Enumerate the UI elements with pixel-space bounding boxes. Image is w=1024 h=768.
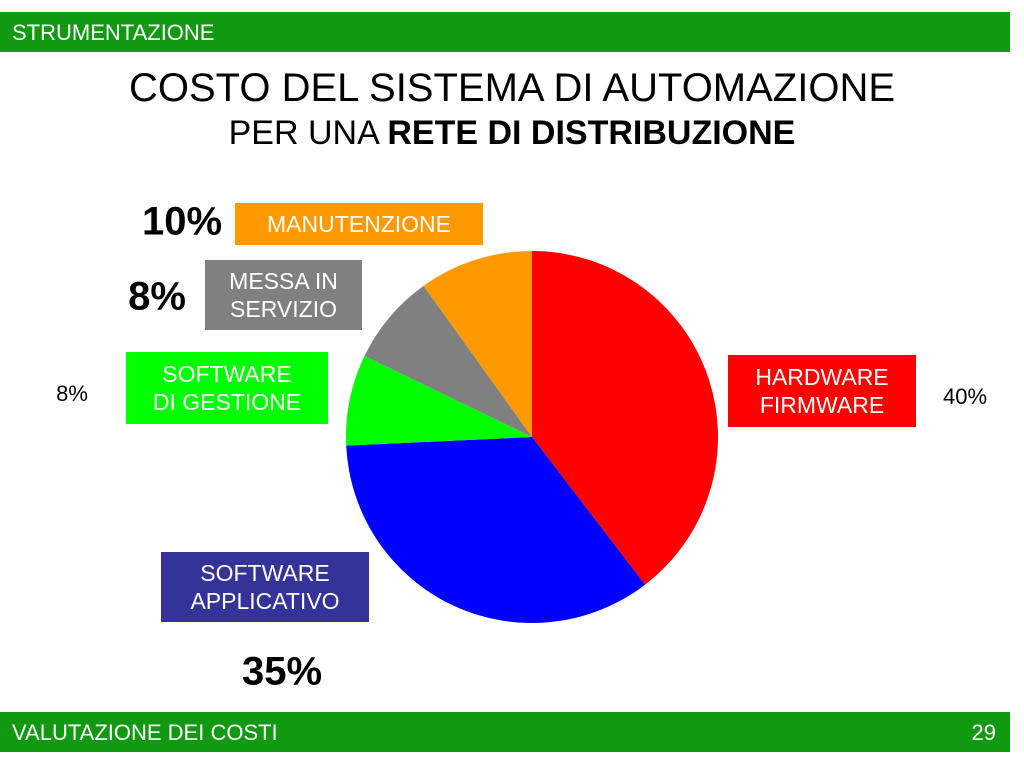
pie-slice <box>423 251 532 437</box>
slice-label: MANUTENZIONE <box>235 203 483 245</box>
slice-label: MESSA IN SERVIZIO <box>205 260 362 330</box>
footer-bar: VALUTAZIONE DEI COSTI 29 <box>0 712 1010 752</box>
pie-slice <box>346 437 646 623</box>
page-number: 29 <box>971 720 996 745</box>
percent-label: 10% <box>141 199 223 244</box>
percent-label: 8% <box>128 274 186 319</box>
pie-slice <box>532 251 718 585</box>
pie-slice <box>364 285 532 437</box>
chart-title: COSTO DEL SISTEMA DI AUTOMAZIONE <box>128 66 896 110</box>
percent-label: 35% <box>241 649 323 694</box>
slice-label: HARDWARE FIRMWARE <box>728 355 916 427</box>
footer-title: VALUTAZIONE DEI COSTI <box>12 720 278 745</box>
slice-label: SOFTWARE APPLICATIVO <box>161 552 369 622</box>
header-bar: STRUMENTAZIONE <box>0 12 1010 52</box>
percent-label: 8% <box>56 381 88 406</box>
subtitle: PER UNA RETE DI DISTRIBUZIONE <box>0 114 1024 153</box>
percent-label: 40% <box>942 384 988 409</box>
subtitle-plain: PER UNA <box>228 114 378 152</box>
subtitle-bold: RETE DI DISTRIBUZIONE <box>387 114 796 152</box>
slice-label: SOFTWARE DI GESTIONE <box>126 352 328 424</box>
header-title: STRUMENTAZIONE <box>12 20 215 45</box>
pie-slice <box>346 355 532 446</box>
